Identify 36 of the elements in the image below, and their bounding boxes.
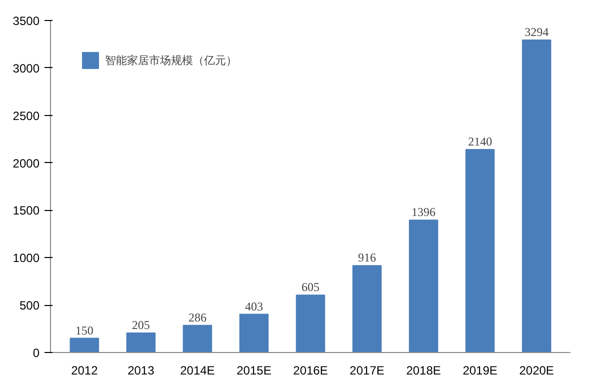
x-tick-label: 2017E xyxy=(350,364,384,378)
y-tick-label: 1500 xyxy=(12,204,40,218)
x-tick-label: 2019E xyxy=(462,364,498,378)
y-tick-label: 2000 xyxy=(12,156,40,170)
bar xyxy=(126,332,156,352)
x-tick-label: 2016E xyxy=(293,364,328,378)
data-label: 3294 xyxy=(524,25,549,40)
legend-label: 智能家居市场规模（亿元） xyxy=(105,52,237,68)
bar xyxy=(408,220,438,352)
data-label: 205 xyxy=(132,318,150,332)
x-tick-label: 2015E xyxy=(236,364,272,378)
y-tick-label: 0 xyxy=(32,346,40,360)
x-tick-label: 2013 xyxy=(128,364,155,378)
y-tick-label: 2500 xyxy=(12,108,40,123)
x-tick-label: 2020E xyxy=(519,364,554,378)
data-label: 150 xyxy=(75,323,94,338)
data-label: 1396 xyxy=(412,205,436,220)
y-tick-label: 1000 xyxy=(12,251,40,266)
bar xyxy=(239,314,269,352)
bar xyxy=(296,294,326,352)
bar xyxy=(352,265,382,352)
data-label: 403 xyxy=(244,299,263,314)
x-tick-label: 2018E xyxy=(406,364,441,378)
data-label: 2140 xyxy=(468,134,492,149)
bar xyxy=(182,324,212,352)
y-tick-label: 500 xyxy=(19,298,40,313)
data-label: 605 xyxy=(302,280,320,294)
y-tick-label: 3500 xyxy=(12,14,40,28)
data-label: 286 xyxy=(188,310,206,324)
bar xyxy=(70,338,100,352)
x-tick-label: 2012 xyxy=(71,364,98,378)
bar xyxy=(465,149,495,352)
bar xyxy=(522,40,552,352)
data-label: 916 xyxy=(358,250,376,265)
y-tick-label: 3000 xyxy=(12,61,40,76)
x-tick-label: 2014E xyxy=(180,364,215,378)
